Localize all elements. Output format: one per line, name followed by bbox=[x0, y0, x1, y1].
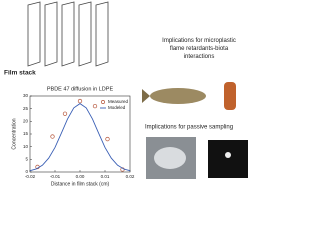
x-tick-label: -0.01 bbox=[50, 174, 61, 179]
y-tick-label: 5 bbox=[25, 157, 28, 162]
y-tick-label: 10 bbox=[23, 144, 29, 149]
x-tick-label: 0.01 bbox=[101, 174, 110, 179]
y-tick-label: 20 bbox=[23, 119, 29, 124]
fish-images bbox=[142, 82, 236, 110]
measured-point bbox=[77, 98, 83, 104]
x-tick-label: 0.00 bbox=[76, 174, 85, 179]
y-axis-label: Concentration bbox=[11, 118, 17, 149]
y-tick-label: 25 bbox=[23, 106, 29, 111]
chart: PBDE 47 diffusion in LDPE 0 5 10 15 20 25 30 -0.… bbox=[11, 86, 135, 187]
film-stack-illustration bbox=[27, 1, 109, 67]
page: Film stack Implications for microplastic… bbox=[4, 1, 248, 188]
measured-point bbox=[62, 111, 68, 116]
measured-point bbox=[105, 136, 110, 142]
y-tick-label: 30 bbox=[23, 93, 29, 98]
x-axis-label: Distance in film stack (cm) bbox=[51, 181, 110, 187]
chart-title: PBDE 47 diffusion in LDPE bbox=[47, 86, 114, 92]
y-tick-label: 15 bbox=[23, 131, 29, 136]
measured-point bbox=[92, 103, 98, 109]
legend-label: Modeled bbox=[108, 105, 126, 110]
model-line bbox=[29, 103, 131, 172]
x-tick-label: -0.02 bbox=[25, 174, 36, 179]
measured-point bbox=[50, 134, 55, 139]
heading-1a: Implications for microplastic flame retar… bbox=[162, 38, 236, 60]
film-stack-label: Film stack bbox=[4, 70, 36, 77]
x-tick-label: 0.02 bbox=[126, 174, 135, 179]
graphical-abstract: Film stack Implications for microplastic… bbox=[4, 1, 248, 187]
legend-marker bbox=[101, 100, 105, 104]
heading-2: Implications for passive sampling bbox=[145, 125, 233, 131]
legend-label: Measured bbox=[108, 99, 129, 104]
y-tick-label: 0 bbox=[25, 169, 28, 174]
sampling-photos bbox=[146, 137, 248, 179]
